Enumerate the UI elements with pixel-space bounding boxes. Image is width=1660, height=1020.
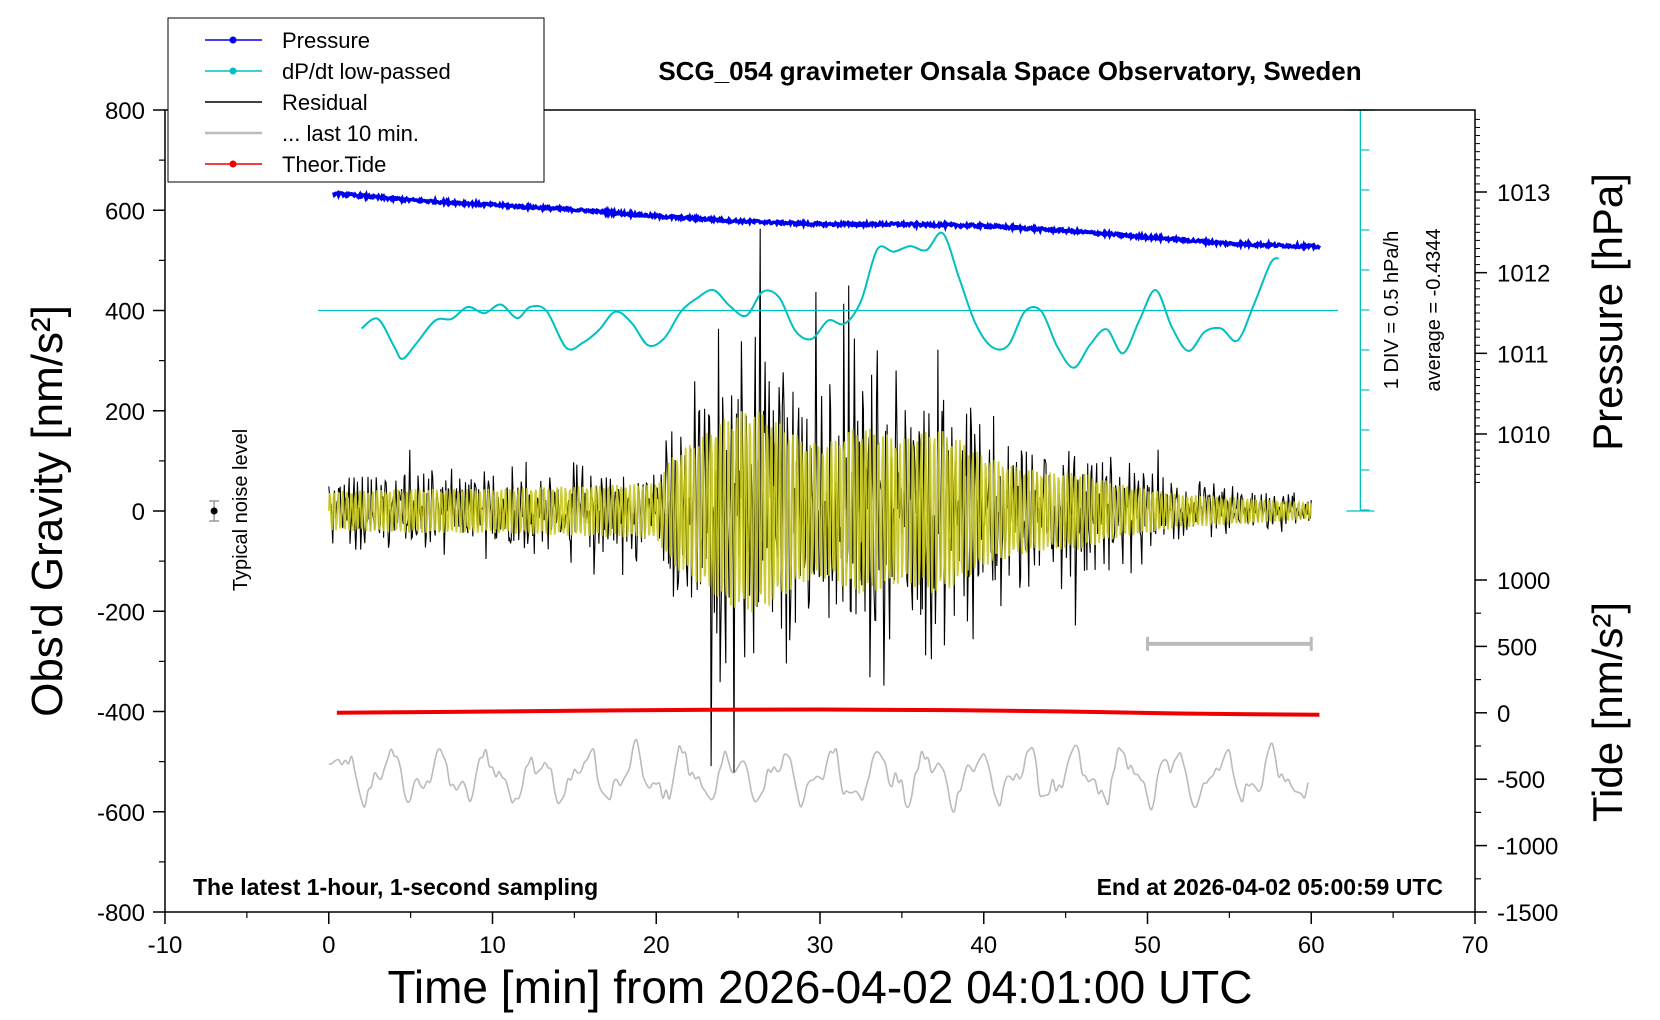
legend-item: Residual [205, 90, 368, 115]
legend-item: Theor.Tide [205, 152, 386, 177]
y-tick-label-left: 800 [105, 98, 145, 125]
legend-item: dP/dt low-passed [205, 59, 451, 84]
legend-label: Pressure [282, 28, 370, 53]
y-axis-label-tide: Tide [nm/s²] [1584, 602, 1631, 822]
x-tick-label: -10 [148, 932, 183, 959]
tide-tick-label: 1000 [1497, 568, 1550, 595]
legend-label: Residual [282, 90, 368, 115]
chart-title: SCG_054 gravimeter Onsala Space Observat… [658, 56, 1361, 86]
bottom-right-note: End at 2026-04-02 05:00:59 UTC [1097, 874, 1443, 900]
tide-tick-label: 500 [1497, 634, 1537, 661]
residual-layer [327, 228, 1313, 773]
y-axis-label-left: Obs'd Gravity [nm/s²] [23, 305, 72, 717]
tide-tick-label: -500 [1497, 767, 1545, 794]
x-tick-label: 30 [807, 932, 834, 959]
legend-box [167, 17, 545, 183]
y-tick-label-left: -200 [97, 599, 145, 626]
pressure-tick-label: 1011 [1497, 341, 1549, 368]
pressure-layer [332, 189, 1321, 252]
x-tick-label: 70 [1462, 932, 1489, 959]
legend-item: ... last 10 min. [205, 121, 419, 146]
x-tick-label: 10 [479, 932, 506, 959]
pressure-tick-label: 1012 [1497, 261, 1550, 288]
dpdt-line [360, 231, 1280, 369]
y-tick-label-left: -800 [97, 900, 145, 927]
y-axis-label-pressure: Pressure [hPa] [1584, 173, 1631, 451]
legend-label: Theor.Tide [282, 152, 386, 177]
residual-lowpass-line [327, 411, 1313, 613]
legend-marker [229, 67, 237, 75]
noise-level-label: Typical noise level [230, 429, 252, 591]
tide-tick-label: 0 [1497, 701, 1510, 728]
x-tick-label: 20 [643, 932, 670, 959]
legend-label: dP/dt low-passed [282, 59, 451, 84]
annotation-layer [209, 500, 220, 522]
legend-item: Pressure [205, 28, 370, 53]
legend-marker [229, 36, 237, 44]
y-tick-label-left: -400 [97, 700, 145, 727]
y-tick-label-left: -600 [97, 800, 145, 827]
dpdt-div-label: 1 DIV = 0.5 hPa/h [1381, 231, 1403, 389]
last-10min-layer [328, 636, 1313, 813]
tide-tick-label: -1500 [1497, 900, 1558, 927]
dpdt-average-label: average = -0.4344 [1423, 229, 1445, 392]
y-tick-label-left: 200 [105, 399, 145, 426]
legend-label: ... last 10 min. [282, 121, 419, 146]
x-tick-label: 60 [1298, 932, 1325, 959]
tide-tick-label: -1000 [1497, 834, 1558, 861]
legend: Pressure dP/dt low-passed Residual ... last… [167, 17, 545, 183]
pressure-tick-label: 1013 [1497, 180, 1550, 207]
tide-layer [336, 707, 1320, 717]
pressure-tick-label: 1010 [1497, 422, 1550, 449]
axes-layer: -10 0 10 20 30 40 50 60 70 800 600 400 200 0 -200 -400 -… [97, 98, 1558, 959]
x-tick-label: 50 [1134, 932, 1161, 959]
legend-marker [229, 160, 237, 168]
y-tick-label-left: 400 [105, 299, 145, 326]
last-10min-line [328, 738, 1309, 813]
x-tick-label: 0 [322, 932, 335, 959]
x-axis-label: Time [min] from 2026-04-02 04:01:00 UTC [388, 961, 1253, 1013]
x-tick-label: 40 [970, 932, 997, 959]
y-tick-label-left: 0 [132, 499, 145, 526]
pressure-line [332, 189, 1321, 252]
noise-marker [210, 507, 218, 515]
bottom-left-note: The latest 1-hour, 1-second sampling [193, 874, 598, 900]
tide-line [336, 707, 1320, 717]
y-tick-label-left: 600 [105, 198, 145, 225]
